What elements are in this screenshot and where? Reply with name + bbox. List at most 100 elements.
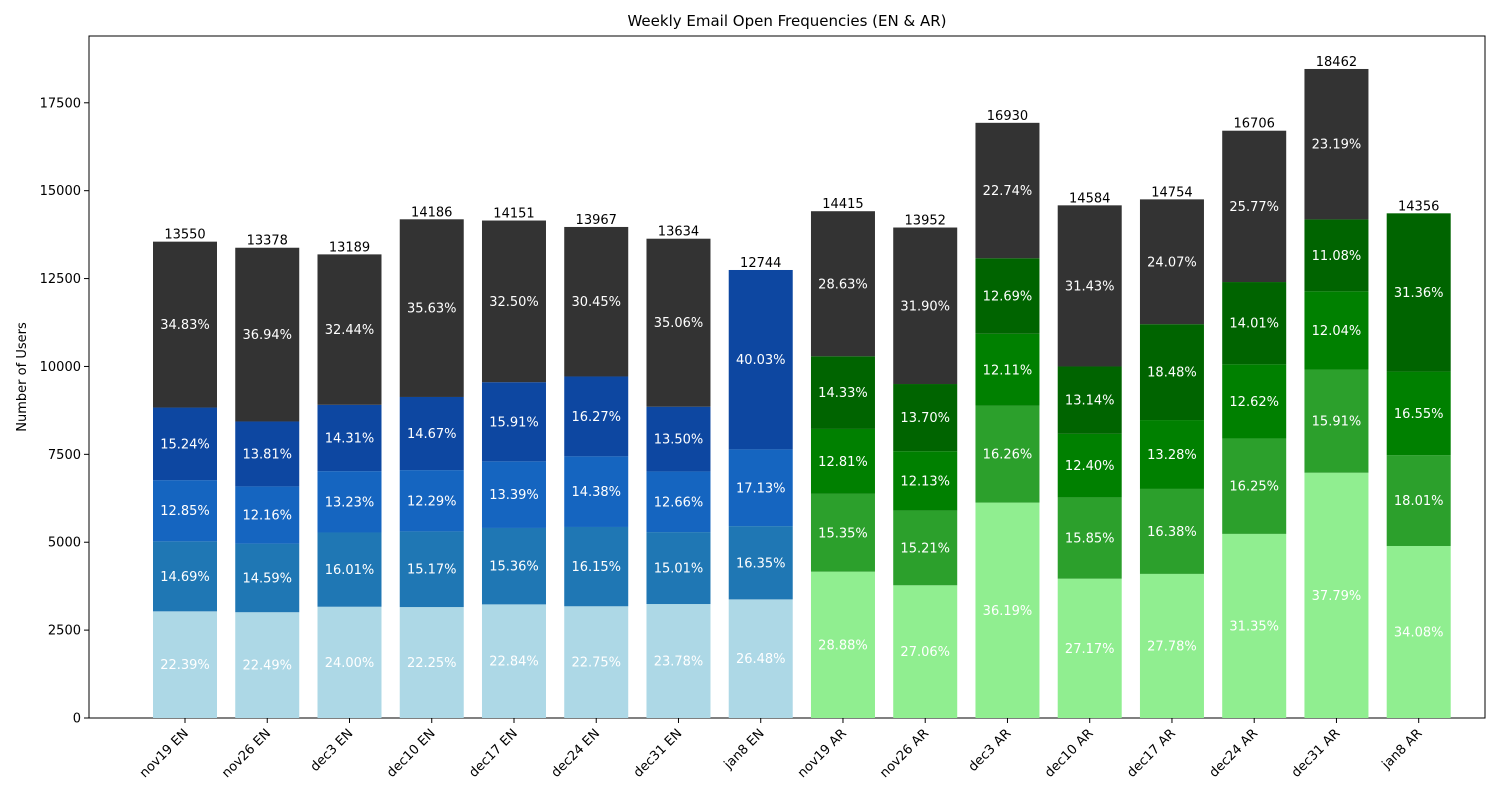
segment-percent-label: 12.66% xyxy=(654,495,704,510)
segment-percent-label: 36.19% xyxy=(983,604,1033,619)
segment-percent-label: 14.67% xyxy=(407,427,457,442)
bar-segment xyxy=(1139,324,1204,421)
bar-total-label: 13189 xyxy=(329,240,370,255)
bar-segment xyxy=(975,502,1040,718)
segment-percent-label: 16.55% xyxy=(1394,407,1444,422)
y-axis-label: Number of Users xyxy=(15,322,30,432)
y-tick-label: 12500 xyxy=(40,272,81,287)
segment-percent-label: 12.13% xyxy=(900,474,950,489)
bar-segment xyxy=(1139,420,1204,489)
segment-percent-label: 27.06% xyxy=(900,645,950,660)
segment-percent-label: 34.08% xyxy=(1394,625,1444,640)
bar-segment xyxy=(1222,282,1287,365)
segment-percent-label: 28.88% xyxy=(818,638,868,653)
bar-total-label: 14186 xyxy=(411,205,452,220)
bar-segment xyxy=(975,258,1040,334)
bar-segment xyxy=(646,604,711,718)
segment-percent-label: 15.01% xyxy=(654,562,704,577)
segment-percent-label: 18.48% xyxy=(1147,366,1197,381)
x-tick-label: dec3 EN xyxy=(308,726,357,775)
bar-segment xyxy=(1139,488,1204,574)
bar-segment xyxy=(481,527,546,605)
segment-percent-label: 32.44% xyxy=(325,323,375,338)
chart-title: Weekly Email Open Frequencies (EN & AR) xyxy=(627,12,946,30)
bar-segment xyxy=(399,607,464,718)
bar-segment xyxy=(399,219,464,397)
bar-segment xyxy=(975,122,1040,259)
bar-total-label: 16930 xyxy=(987,109,1028,124)
bar-segment xyxy=(1222,438,1287,534)
bar-segment xyxy=(153,480,217,542)
bar-segment xyxy=(1139,573,1204,718)
bar-segment xyxy=(235,421,300,487)
x-tick-label: jan8 AR xyxy=(1379,726,1426,773)
segment-percent-label: 15.91% xyxy=(489,415,539,430)
bar-segment xyxy=(1304,369,1369,473)
y-tick-label: 5000 xyxy=(48,536,81,551)
bar-segment xyxy=(481,461,546,528)
segment-percent-label: 23.19% xyxy=(1312,138,1362,153)
bar-segment xyxy=(728,449,793,527)
x-tick-label: dec10 AR xyxy=(1042,726,1096,780)
bar-segment xyxy=(235,486,300,544)
segment-percent-label: 12.29% xyxy=(407,494,457,509)
bar-total-label: 13550 xyxy=(164,228,205,243)
bar-segment xyxy=(153,541,217,612)
bar-segment xyxy=(1057,578,1122,718)
plot-area: 0 2500 5000 7500 10000 12500 15000 17500 22.39% 1… xyxy=(40,35,1486,781)
segment-percent-label: 24.07% xyxy=(1147,255,1197,270)
segment-percent-label: 13.50% xyxy=(654,433,704,448)
segment-percent-label: 22.49% xyxy=(242,659,292,674)
segment-percent-label: 22.25% xyxy=(407,656,457,671)
bar-segment xyxy=(1386,455,1451,546)
segment-percent-label: 32.50% xyxy=(489,295,539,310)
bar-segment xyxy=(893,585,958,718)
bar-segment xyxy=(646,471,711,533)
bar-segment xyxy=(235,543,300,613)
bar-segment xyxy=(975,333,1040,406)
bar-segment xyxy=(1304,472,1369,718)
bar-segment xyxy=(1386,545,1451,718)
segment-percent-label: 16.01% xyxy=(325,563,375,578)
segment-percent-label: 15.17% xyxy=(407,563,457,578)
bar-segment xyxy=(893,227,958,385)
segment-percent-label: 15.36% xyxy=(489,560,539,575)
bar-segment xyxy=(893,510,958,586)
bar-segment xyxy=(235,247,300,422)
segment-percent-label: 12.16% xyxy=(242,508,292,523)
segment-percent-label: 13.81% xyxy=(242,447,292,462)
bar-total-label: 14415 xyxy=(822,197,863,212)
segment-percent-label: 31.35% xyxy=(1229,619,1279,634)
x-tick-label: nov26 AR xyxy=(877,726,932,781)
x-tick-label: nov19 EN xyxy=(137,726,192,781)
segment-percent-label: 18.01% xyxy=(1394,494,1444,509)
segment-percent-label: 31.43% xyxy=(1065,279,1115,294)
segment-percent-label: 15.24% xyxy=(160,437,210,452)
bar-segment xyxy=(1057,366,1122,434)
bar-segment xyxy=(317,532,382,607)
bar-segment xyxy=(235,612,300,718)
x-tick-label: nov19 AR xyxy=(795,726,850,781)
bar-segment xyxy=(317,404,382,472)
segment-percent-label: 12.04% xyxy=(1312,324,1362,339)
bar-segment xyxy=(728,269,793,450)
segment-percent-label: 36.94% xyxy=(242,328,292,343)
y-tick-label: 15000 xyxy=(40,184,81,199)
bar-segment xyxy=(481,604,546,718)
bar-segment xyxy=(317,606,382,718)
bar-segment xyxy=(1057,433,1122,498)
bar-segment xyxy=(317,471,382,533)
x-tick-label: dec17 AR xyxy=(1124,726,1178,780)
y-tick-label: 17500 xyxy=(40,96,81,111)
segment-percent-label: 13.28% xyxy=(1147,448,1197,463)
x-tick-label: dec10 EN xyxy=(384,726,438,780)
bar-segment xyxy=(317,254,382,405)
segment-percent-label: 24.00% xyxy=(325,656,375,671)
bar-segment xyxy=(1222,533,1287,718)
segment-percent-label: 30.45% xyxy=(571,295,621,310)
bar-segment xyxy=(810,493,875,572)
x-tick-label: dec17 EN xyxy=(466,726,520,780)
x-tick-label: jan8 EN xyxy=(721,726,768,773)
bar-total-label: 12744 xyxy=(740,256,781,271)
